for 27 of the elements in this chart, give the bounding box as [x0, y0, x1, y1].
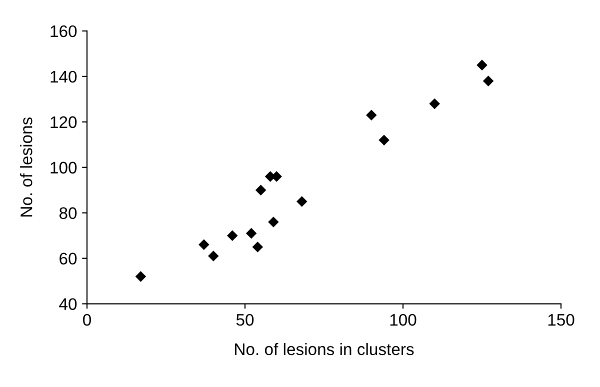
point — [429, 98, 440, 110]
y-tick-label: 160 — [50, 25, 77, 38]
y-tick-label: 100 — [50, 162, 77, 174]
x-axis-title: No. of lesions in clusters — [235, 342, 414, 356]
point — [208, 250, 219, 262]
y-axis-title: No. of lesions — [20, 117, 32, 216]
x-tick-label: 150 — [548, 314, 574, 326]
point — [246, 228, 257, 239]
point — [378, 134, 390, 146]
point — [476, 60, 488, 70]
point — [255, 184, 266, 196]
point — [198, 239, 210, 250]
y-tick-label: 40 — [59, 298, 77, 310]
point — [252, 242, 264, 252]
y-tick-label: 140 — [50, 70, 77, 83]
point — [268, 216, 279, 228]
x-tick-label: 50 — [236, 314, 254, 326]
y-tick-label: 80 — [59, 207, 77, 220]
x-tick-label: 100 — [390, 314, 416, 326]
point — [226, 230, 238, 241]
point — [296, 196, 308, 207]
point — [366, 110, 377, 120]
point — [135, 271, 146, 282]
y-tick-label: 120 — [50, 116, 77, 128]
point — [482, 76, 494, 86]
x-tick-label: 0 — [83, 314, 91, 326]
y-tick-label: 60 — [60, 252, 77, 265]
